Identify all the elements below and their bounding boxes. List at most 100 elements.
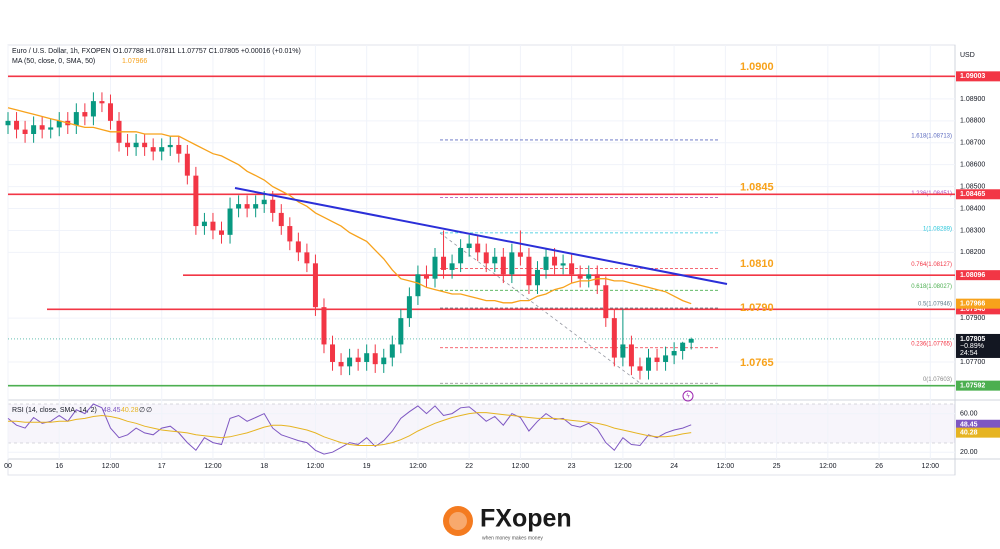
candle-body (287, 226, 293, 242)
level-price-label: 1.07940 (960, 306, 985, 313)
y-tick-label: 1.07900 (960, 315, 985, 322)
candle-body (449, 263, 455, 270)
candle-body (389, 344, 395, 358)
candle-body (184, 153, 190, 176)
candle-body (483, 252, 489, 264)
candle-body (5, 120, 11, 126)
level-price-box (956, 270, 1000, 281)
level-annotation: 1.0790 (740, 302, 774, 314)
candle-body (432, 256, 438, 279)
candle-body (167, 144, 173, 148)
candle-body (552, 256, 558, 266)
candle-body (125, 142, 131, 148)
candle-body (321, 307, 327, 345)
candle-body (201, 221, 207, 227)
candle-body (22, 129, 28, 134)
level-price-label: 1.08465 (960, 191, 985, 198)
ohlc-text: O1.07788 H1.07811 L1.07757 C1.07805 +0.0… (113, 48, 301, 55)
candle-body (534, 269, 540, 286)
candle-body (347, 357, 353, 367)
candle-body (236, 204, 242, 209)
level-annotation: 1.0810 (740, 258, 774, 270)
candle-body (219, 230, 224, 235)
logo-emblem (443, 506, 473, 536)
ma-title: MA (50, close, 0, SMA, 50) (12, 58, 95, 65)
candle-body (611, 318, 617, 358)
plot (5, 92, 694, 455)
x-tick-label: 19 (363, 463, 371, 470)
rsi-na: ∅ (146, 407, 152, 414)
y-tick-label: 1.07700 (960, 359, 985, 366)
y-tick-label: 1.08400 (960, 205, 985, 212)
candle-body (193, 175, 199, 227)
rsi-value-label: 40.28 (960, 429, 978, 436)
x-tick-label: 12:00 (204, 463, 222, 470)
candle-body (680, 342, 686, 352)
trendline (234, 187, 728, 285)
candle-body (406, 296, 412, 319)
ma-value: 1.07966 (122, 58, 147, 65)
x-tick-label: 23 (568, 463, 576, 470)
candle-body (364, 353, 370, 362)
level-price-box (956, 71, 1000, 82)
x-tick-label: 22 (465, 463, 473, 470)
price-axis: 1.089001.088001.087001.086001.085001.084… (956, 71, 1000, 456)
candle-body (646, 357, 651, 371)
ma-line (7, 107, 692, 305)
candle-body (415, 274, 421, 297)
candle-body (398, 318, 404, 345)
rsi-tick-label: 20.00 (960, 449, 978, 456)
x-tick-label: 12:00 (819, 463, 837, 470)
candle-body (500, 256, 506, 275)
rsi-tick-label: 60.00 (960, 410, 978, 417)
x-tick-label: 18 (260, 463, 268, 470)
candle-body (355, 357, 361, 362)
candle-body (628, 344, 634, 367)
rsi-value-box (956, 419, 1000, 430)
event-icon[interactable] (682, 390, 694, 402)
grid (7, 45, 955, 459)
event-icon-glyph: ϟ (686, 394, 690, 400)
candle-body (133, 142, 139, 148)
currency: USD (960, 52, 975, 59)
candle-body (594, 274, 600, 286)
candle-body (176, 144, 182, 154)
candle-body (577, 274, 583, 279)
fib-label: 0.236(1.07765) (911, 341, 952, 347)
candle-body (107, 103, 113, 121)
candle-body (31, 125, 37, 134)
y-tick-label: 1.08900 (960, 96, 985, 103)
candle-body (278, 212, 284, 227)
level-price-label: 1.08096 (960, 272, 985, 279)
x-tick-label: 12:00 (922, 463, 940, 470)
candle-body (210, 221, 216, 231)
candle-body (654, 357, 660, 362)
x-tick-label: 12:00 (717, 463, 735, 470)
candle-body (603, 285, 609, 319)
candle-body (312, 263, 318, 308)
candle-body (48, 127, 54, 130)
ma-price-box (956, 298, 1000, 309)
candle-body (73, 112, 79, 126)
candle-body (620, 344, 626, 358)
x-tick-label: 12:00 (614, 463, 632, 470)
candle-body (560, 263, 566, 266)
rsi-na: ∅ (139, 407, 145, 414)
level-price-box (956, 304, 1000, 315)
level-price-box (956, 189, 1000, 200)
rsi-value-box (956, 427, 1000, 438)
candle-body (637, 366, 643, 371)
fib-label: 0.764(1.08127) (911, 262, 952, 268)
last-price-countdown: 24:54 (960, 350, 978, 357)
rsi-title: RSI (14, close, SMA, 14, 2) (12, 407, 97, 414)
symbol-title: Euro / U.S. Dollar, 1h, FXOPEN (12, 48, 110, 55)
rsi-value-label: 48.45 (960, 422, 978, 429)
candle-body (56, 120, 62, 128)
x-tick-label: 16 (55, 463, 63, 470)
candle-body (330, 344, 336, 362)
candle-body (142, 142, 148, 148)
y-tick-label: 1.08500 (960, 183, 985, 190)
candle-body (261, 199, 267, 205)
